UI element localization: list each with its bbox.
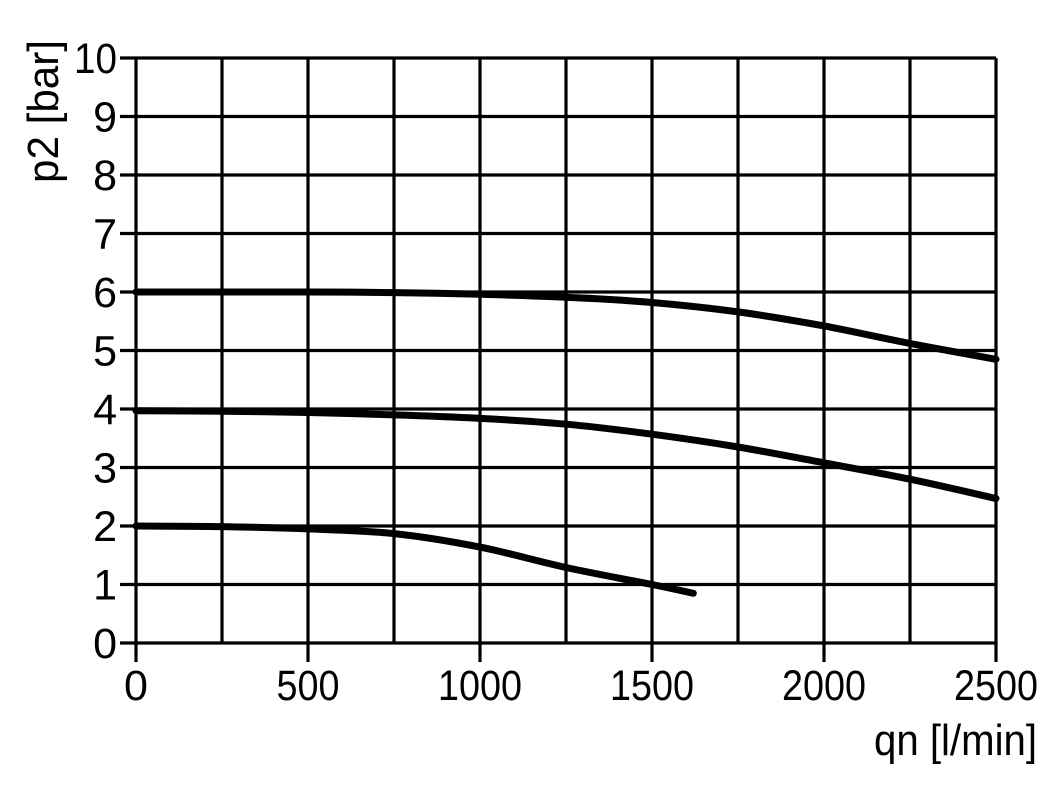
y-axis-label: p2 [bar] [19, 40, 68, 183]
x-tick-label: 1000 [438, 662, 522, 710]
curve-outlet-2-bar [132, 522, 697, 597]
curve-outlet-4-bar [132, 407, 1000, 502]
y-tick-label: 6 [93, 269, 117, 317]
x-tick-label: 2500 [954, 662, 1038, 710]
y-tick-label: 5 [93, 328, 117, 376]
grid-layer [120, 56, 998, 662]
x-tick-label: 2000 [782, 662, 866, 710]
y-tick-label: 0 [93, 620, 117, 668]
x-tick-label: 0 [124, 662, 148, 710]
x-tick-label: 500 [277, 662, 340, 710]
y-tick-label: 4 [93, 386, 117, 434]
y-tick-label: 10 [74, 35, 117, 83]
y-tick-label: 8 [93, 152, 117, 200]
curve-layer [132, 288, 1000, 597]
y-tick-label: 9 [93, 94, 117, 142]
x-axis-label: qn [l/min] [874, 716, 1037, 765]
y-tick-label: 7 [93, 211, 117, 259]
y-tick-label: 2 [93, 503, 117, 551]
y-tick-label: 1 [93, 562, 117, 610]
x-tick-label: 1500 [610, 662, 694, 710]
y-tick-label: 3 [93, 445, 117, 493]
tick-label-layer: 0 1 2 3 4 5 6 7 8 9 10 0 500 1000 1500 2000 2500 [74, 35, 1038, 710]
curve-outlet-6-bar [132, 288, 1000, 363]
